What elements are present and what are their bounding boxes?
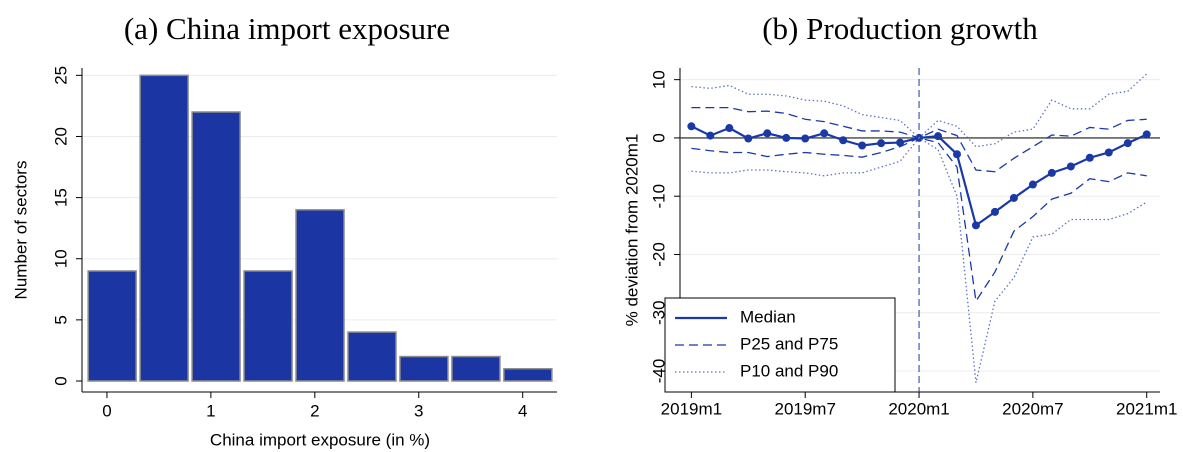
x-tick-label: 4 <box>518 401 527 420</box>
point <box>952 150 961 159</box>
series-line <box>691 73 1148 148</box>
y-tick-label: 15 <box>51 188 70 207</box>
bar <box>243 270 293 382</box>
y-tick-label: -10 <box>649 184 668 209</box>
x-tick-label: 2021m1 <box>1116 399 1177 418</box>
bar <box>191 111 241 382</box>
bar <box>87 270 137 382</box>
point <box>1047 168 1056 177</box>
point <box>934 132 943 141</box>
x-tick-label: 2020m1 <box>888 399 949 418</box>
bar <box>503 368 553 382</box>
y-tick-label: 20 <box>51 127 70 146</box>
point <box>706 131 715 140</box>
point <box>839 136 848 145</box>
point <box>687 122 696 131</box>
point <box>1066 162 1075 171</box>
point <box>763 129 772 138</box>
x-tick-label: 2019m7 <box>774 399 835 418</box>
point <box>801 134 810 143</box>
point <box>744 134 753 143</box>
y-tick-label: 10 <box>649 70 668 89</box>
point <box>1085 153 1094 162</box>
point <box>725 124 734 133</box>
point <box>820 129 829 138</box>
x-tick-label: 2019m1 <box>661 399 722 418</box>
bar <box>139 74 189 382</box>
y-tick-label: -30 <box>649 300 668 325</box>
bar <box>399 355 449 382</box>
x-tick-label: 3 <box>414 401 423 420</box>
point <box>858 141 867 150</box>
point <box>1123 139 1132 148</box>
bar <box>451 355 501 382</box>
point <box>971 221 980 230</box>
y-tick-label: 0 <box>51 376 70 385</box>
point <box>896 138 905 147</box>
point <box>1142 130 1151 139</box>
legend-label: P25 and P75 <box>740 334 838 353</box>
x-tick-label: 2020m7 <box>1002 399 1063 418</box>
y-tick-label: 5 <box>51 315 70 324</box>
bar <box>347 331 397 382</box>
y-tick-label: -40 <box>649 359 668 384</box>
x-tick-label: 2 <box>310 401 319 420</box>
y-axis-label: Number of sectors <box>11 161 30 300</box>
point <box>1009 193 1018 202</box>
x-tick-label: 1 <box>206 401 215 420</box>
legend-label: Median <box>740 307 796 326</box>
x-tick-label: 0 <box>102 401 111 420</box>
point <box>782 133 791 142</box>
point <box>877 139 886 148</box>
bar <box>295 209 345 382</box>
point <box>1028 180 1037 189</box>
chart-title: (a) China import exposure <box>124 11 450 46</box>
legend-label: P10 and P90 <box>740 361 838 380</box>
y-tick-label: -20 <box>649 242 668 267</box>
point <box>1104 148 1113 157</box>
y-tick-label: 25 <box>51 66 70 85</box>
y-tick-label: 0 <box>649 133 668 142</box>
point <box>990 207 999 216</box>
x-axis-label: China import exposure (in %) <box>210 430 430 449</box>
chart-title: (b) Production growth <box>762 11 1038 46</box>
y-tick-label: 10 <box>51 249 70 268</box>
y-axis-label: % deviation from 2020m1 <box>622 134 641 327</box>
